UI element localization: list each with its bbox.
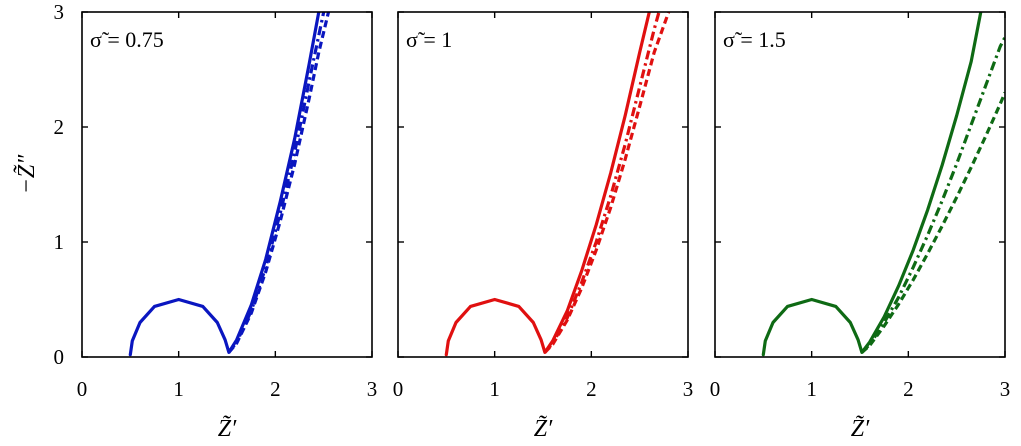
x-axis-label: Z̃′ xyxy=(218,415,237,442)
plot-frame xyxy=(81,11,373,358)
series-dashed-line xyxy=(543,12,671,354)
x-axis-label: Z̃′ xyxy=(851,415,870,442)
panel-right: 0 1 2 3 σ̃ = 1.5 Z̃′ xyxy=(710,11,1011,442)
x-tick-label: 0 xyxy=(393,377,404,401)
x-tick-label: 1 xyxy=(173,377,184,401)
x-tick-label: 3 xyxy=(683,377,694,401)
series-dashed-line xyxy=(227,12,331,354)
panel-middle: 0 1 2 3 σ̃ = 1 Z̃′ xyxy=(393,11,694,442)
y-tick-label: 3 xyxy=(54,0,65,24)
x-tick-label: 3 xyxy=(1000,377,1011,401)
x-tick-label: 2 xyxy=(903,377,914,401)
x-tick-label: 1 xyxy=(806,377,817,401)
series-dashdot-line xyxy=(227,12,326,354)
x-axis-label: Z̃′ xyxy=(534,415,553,442)
x-tick-label: 0 xyxy=(77,377,88,401)
series-solid-line xyxy=(128,12,321,357)
y-tick-label: 0 xyxy=(54,345,65,369)
series-dashdot-line xyxy=(543,12,661,354)
plot-frame xyxy=(397,11,689,358)
panel-left: 0 1 2 3 0 1 2 3 σ̃ = 0.75 Z̃′ −Z̃″ xyxy=(13,0,377,442)
sigma-annotation: σ̃ = 1 xyxy=(406,27,452,52)
x-tick-label: 3 xyxy=(367,377,378,401)
series-dashed-line xyxy=(860,91,1005,354)
plot-frame xyxy=(714,11,1006,358)
x-tick-label: 1 xyxy=(489,377,500,401)
y-axis-label: −Z̃″ xyxy=(13,154,40,195)
sigma-annotation: σ̃ = 1.5 xyxy=(723,27,786,52)
sigma-annotation: σ̃ = 0.75 xyxy=(90,27,164,52)
series-dashdot-line xyxy=(860,36,1005,354)
x-tick-label: 2 xyxy=(270,377,281,401)
y-tick-label: 1 xyxy=(54,230,65,254)
y-tick-label: 2 xyxy=(54,115,65,139)
series-solid-line xyxy=(444,12,651,357)
x-tick-label: 0 xyxy=(710,377,721,401)
x-tick-label: 2 xyxy=(586,377,597,401)
